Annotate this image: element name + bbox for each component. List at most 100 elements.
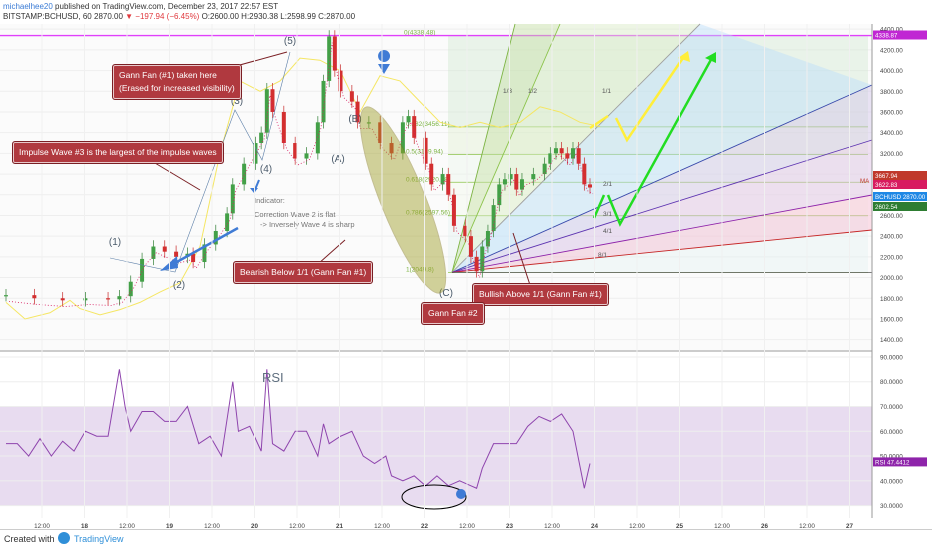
wave-label: (2) xyxy=(173,280,185,291)
time-tick-label: 12:00 xyxy=(799,523,815,530)
time-tick-label: 12:00 xyxy=(374,523,390,530)
header-published: michaelhee20 published on TradingView.co… xyxy=(3,2,278,11)
price-badge-last-bg xyxy=(873,192,927,201)
price-tick-label: 2400.00 xyxy=(880,234,903,241)
time-tick-label: 12:00 xyxy=(119,523,135,530)
impulse-arrow xyxy=(174,226,239,265)
price-tick-label: 2000.00 xyxy=(880,275,903,282)
fan-ratio-label: 1/3 xyxy=(503,88,512,95)
price-tick-label: 3200.00 xyxy=(880,151,903,158)
price-tick-label: 3400.00 xyxy=(880,130,903,137)
gann1-line2: (Erased for increased visibility) xyxy=(119,82,235,93)
time-tick-label: 27 xyxy=(846,523,854,530)
time-tick-label: 18 xyxy=(81,523,89,530)
candle-body xyxy=(60,298,65,301)
candle-body xyxy=(582,163,587,185)
candle-body xyxy=(338,70,343,92)
fib-zone xyxy=(448,215,868,273)
candle-body xyxy=(548,153,553,164)
candle-body xyxy=(423,137,428,164)
gann2-text: Gann Fan #2 xyxy=(428,308,478,318)
rsi-tick-label: 90.0000 xyxy=(880,354,903,361)
candle-body xyxy=(463,225,468,237)
candle-body xyxy=(446,174,451,195)
time-tick-label: 19 xyxy=(166,523,174,530)
symbol-text: BITSTAMP:BCHUSD, 60 xyxy=(3,12,92,21)
bearish-text: Bearish Below 1/1 (Gann Fan #1) xyxy=(240,267,367,277)
price-badge-ma2: 3622.83 xyxy=(875,182,898,189)
price-change: ▼ −197.94 (−6.45%) xyxy=(125,12,200,21)
candle-body xyxy=(485,230,490,247)
wave-label: (A) xyxy=(331,154,344,165)
candle-body xyxy=(293,143,298,159)
indicator-label: Indicator: xyxy=(254,196,285,205)
candle-body xyxy=(468,236,473,257)
last-price: 2870.00 xyxy=(94,12,123,21)
candle-body xyxy=(253,143,258,164)
rsi-pane: 90.0000 80.0000 70.0000 60.0000 50.0000 40.00… xyxy=(0,352,927,518)
price-badge-b3-bg xyxy=(873,202,927,211)
gann-fan-line xyxy=(451,23,516,273)
candle-body xyxy=(225,213,230,231)
time-tick-label: 21 xyxy=(336,523,344,530)
bearish-callout: Bearish Below 1/1 (Gann Fan #1) xyxy=(233,261,374,284)
candle-body xyxy=(32,295,37,299)
candle-body xyxy=(588,184,592,188)
candle-body xyxy=(4,295,8,297)
gann-fan-line xyxy=(451,229,873,273)
wave-connector xyxy=(109,51,291,273)
candle-body xyxy=(259,132,264,144)
gann-fan-line xyxy=(451,23,561,273)
rsi-tick-label: 30.0000 xyxy=(880,503,903,510)
candle-body xyxy=(202,244,207,263)
bearish-pointer xyxy=(317,239,346,265)
time-tick-label: 26 xyxy=(761,523,769,530)
impulse-pointer xyxy=(149,159,201,191)
gann1-line1: Gann Fan (#1) taken here xyxy=(119,70,217,80)
yellow-arrow-head xyxy=(678,51,690,62)
price-badge-top-bg xyxy=(873,30,927,40)
candle-body xyxy=(559,148,564,154)
bullish-callout: Bullish Above 1/1 (Gann Fan #1) xyxy=(472,283,609,306)
candle-body xyxy=(349,91,354,102)
rsi-tick-label: 70.0000 xyxy=(880,404,903,411)
fib-level-label: 0.786(2597.56) xyxy=(406,210,450,217)
time-tick-label: 12:00 xyxy=(459,523,475,530)
candle-body xyxy=(242,163,247,185)
candle-body xyxy=(508,174,513,180)
price-tick-label: 2600.00 xyxy=(880,213,903,220)
fib-level-label: 1(2049.8) xyxy=(406,266,434,273)
gann1-callout: Gann Fan (#1) taken here (Erased for inc… xyxy=(112,64,242,100)
gann-fan-line xyxy=(451,84,873,273)
price-badge-ma1: 3667.94 xyxy=(875,173,898,180)
ohlc-text: O:2600.00 H:2930.38 L:2598.99 C:2870.00 xyxy=(201,12,356,21)
price-badge-last: BCHUSD 2870.00 xyxy=(875,194,926,201)
candle-body xyxy=(151,246,156,259)
candle-body xyxy=(531,174,536,180)
candle-body xyxy=(355,101,360,123)
price-tick-label: 1600.00 xyxy=(880,316,903,323)
price-tick-label: 2200.00 xyxy=(880,254,903,261)
candle-body xyxy=(451,194,456,226)
created-with-text: Created with xyxy=(4,534,55,544)
time-tick-label: 12:00 xyxy=(629,523,645,530)
candle-body xyxy=(140,258,145,282)
rsi-badge-bg xyxy=(873,457,927,467)
price-tick-label: 4000.00 xyxy=(880,68,903,75)
rsi-tick-label: 80.0000 xyxy=(880,379,903,386)
candle-body xyxy=(412,116,417,138)
candle-body xyxy=(264,89,269,133)
price-badge-ma2-bg xyxy=(873,180,927,189)
price-tick-label: 3600.00 xyxy=(880,109,903,116)
candle-body xyxy=(502,179,507,185)
price-badge-ma1-bg xyxy=(873,171,927,180)
tradingview-brand[interactable]: TradingView xyxy=(74,534,124,544)
rsi-badge: RSI 47.4412 xyxy=(875,459,910,466)
price-tick-label: 4200.00 xyxy=(880,47,903,54)
green-arrow-head xyxy=(705,52,716,63)
candle-body xyxy=(230,184,235,214)
candle-body xyxy=(491,205,496,231)
candle-body xyxy=(117,296,122,300)
candle-body xyxy=(474,256,479,272)
